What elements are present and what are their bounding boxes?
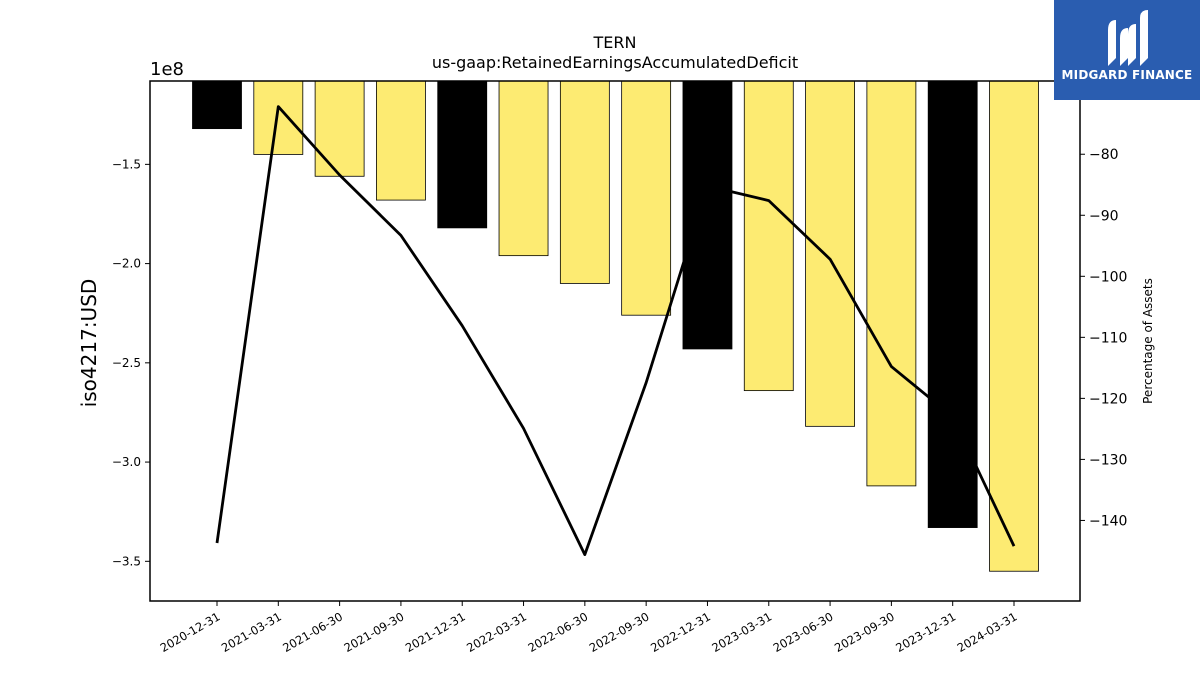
bars-layer bbox=[192, 80, 1039, 572]
x-tick-label: 2023-03-31 bbox=[709, 609, 774, 655]
x-tick-label: 2021-03-31 bbox=[219, 609, 284, 655]
x-tick-label: 2021-12-31 bbox=[403, 609, 468, 655]
chart-title: TERN bbox=[593, 33, 637, 52]
y-right-tick-label: −110 bbox=[1089, 330, 1127, 346]
bar-2023-03-31 bbox=[743, 80, 794, 392]
bar-2024-03-31 bbox=[989, 80, 1039, 572]
y-right-tick-label: −120 bbox=[1089, 391, 1127, 407]
bar-2021-09-30 bbox=[376, 80, 426, 201]
y-right-tick-label: −80 bbox=[1089, 147, 1119, 163]
x-tick-label: 2023-06-30 bbox=[771, 609, 836, 655]
x-tick-label: 2024-03-31 bbox=[955, 609, 1020, 655]
bar-2021-06-30 bbox=[314, 80, 365, 177]
y-left-tick-label: −2.0 bbox=[112, 257, 141, 271]
y-left-tick-label: −2.5 bbox=[112, 356, 141, 370]
brand-logo: MIDGARD FINANCE bbox=[1054, 0, 1200, 100]
y-axis-scale-label: 1e8 bbox=[150, 59, 184, 80]
x-tick-label: 2022-06-30 bbox=[525, 609, 590, 655]
bar-2023-12-31 bbox=[927, 80, 978, 528]
brand-name: MIDGARD FINANCE bbox=[1061, 68, 1193, 82]
plot-frame bbox=[149, 80, 1081, 602]
bar-2022-03-31 bbox=[498, 80, 549, 257]
y-left-tick-label: −3.5 bbox=[112, 554, 141, 568]
y-axis-right-label: Percentage of Assets bbox=[1141, 278, 1155, 404]
line-layer bbox=[215, 105, 1016, 556]
bar-2022-06-30 bbox=[559, 80, 610, 284]
x-tick-label: 2021-06-30 bbox=[280, 609, 345, 655]
bar-2020-12-31 bbox=[192, 80, 242, 130]
percentage-of-assets-line bbox=[215, 105, 1016, 556]
x-tick-label: 2022-12-31 bbox=[648, 609, 713, 655]
chart-subtitle: us-gaap:RetainedEarningsAccumulatedDefic… bbox=[432, 53, 798, 72]
y-axis-left-label: iso4217:USD bbox=[77, 279, 101, 408]
bar-2021-03-31 bbox=[253, 80, 304, 155]
bar-2022-12-31 bbox=[682, 80, 733, 350]
y-right-tick-label: −90 bbox=[1089, 208, 1119, 224]
x-tick-label: 2022-03-31 bbox=[464, 609, 529, 655]
x-tick-label: 2020-12-31 bbox=[158, 609, 223, 655]
y-right-tick-label: −140 bbox=[1089, 513, 1127, 529]
bar-2023-09-30 bbox=[866, 80, 917, 487]
y-right-tick-label: −100 bbox=[1089, 269, 1127, 285]
x-tick-label: 2022-09-30 bbox=[587, 609, 652, 655]
x-tick-label: 2023-09-30 bbox=[832, 609, 897, 655]
y-left-tick-label: −3.0 bbox=[112, 455, 141, 469]
y-right-tick-label: −130 bbox=[1089, 452, 1127, 468]
y-left-tick-label: −1.5 bbox=[112, 157, 141, 171]
x-tick-label: 2021-09-30 bbox=[342, 609, 407, 655]
bar-2022-09-30 bbox=[621, 80, 672, 316]
bar-2021-12-31 bbox=[437, 80, 488, 229]
bar-2023-06-30 bbox=[805, 80, 855, 427]
midgard-logo-icon bbox=[1108, 10, 1148, 66]
x-tick-label: 2023-12-31 bbox=[893, 609, 958, 655]
